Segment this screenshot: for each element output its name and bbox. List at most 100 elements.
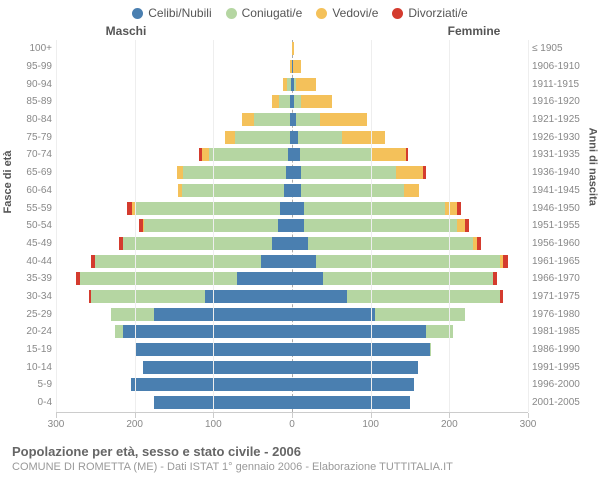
seg-widowed (396, 166, 424, 179)
seg-widowed (292, 42, 294, 55)
seg-single (292, 166, 301, 179)
seg-married (300, 148, 371, 161)
seg-single (292, 396, 410, 409)
birth-label: 1966-1970 (532, 273, 586, 284)
age-label: 50-54 (18, 220, 52, 231)
bar-female (292, 42, 294, 55)
bars (56, 325, 528, 338)
age-row: 90-941911-1915 (56, 75, 528, 93)
seg-single (284, 184, 292, 197)
bars (56, 290, 528, 303)
seg-single (292, 184, 301, 197)
birth-label: 1926-1930 (532, 132, 586, 143)
birth-label: 1991-1995 (532, 362, 586, 373)
grid-line (135, 40, 136, 412)
bar-female (292, 60, 301, 73)
seg-single (143, 361, 292, 374)
bar-female (292, 219, 469, 232)
seg-married (209, 148, 288, 161)
age-label: 100+ (18, 43, 52, 54)
seg-divorced (493, 272, 497, 285)
age-label: 45-49 (18, 238, 52, 249)
bars (56, 95, 528, 108)
seg-single (292, 148, 300, 161)
seg-single (261, 255, 292, 268)
age-label: 15-19 (18, 344, 52, 355)
age-row: 15-191986-1990 (56, 341, 528, 359)
seg-married (254, 113, 289, 126)
grid-line (528, 40, 529, 412)
age-row: 80-841921-1925 (56, 111, 528, 129)
seg-widowed (320, 113, 367, 126)
legend-swatch (392, 8, 403, 19)
x-tick-label: 200 (126, 419, 143, 430)
bar-female (292, 325, 453, 338)
bar-male (89, 290, 292, 303)
x-tick-label: 100 (205, 419, 222, 430)
x-tick-label: 100 (362, 419, 379, 430)
bars (56, 113, 528, 126)
x-tick-label: 300 (48, 419, 65, 430)
age-label: 0-4 (18, 397, 52, 408)
bars (56, 60, 528, 73)
age-label: 60-64 (18, 185, 52, 196)
seg-married (298, 131, 341, 144)
birth-label: ≤ 1905 (532, 43, 586, 54)
bar-male (154, 396, 292, 409)
seg-divorced (503, 255, 509, 268)
seg-widowed (301, 95, 332, 108)
seg-married (375, 308, 465, 321)
seg-married (144, 219, 278, 232)
seg-single (280, 202, 292, 215)
bar-female (292, 396, 410, 409)
seg-single (292, 272, 323, 285)
seg-married (235, 131, 290, 144)
age-row: 10-141991-1995 (56, 358, 528, 376)
age-row: 25-291976-1980 (56, 305, 528, 323)
bars (56, 361, 528, 374)
age-row: 55-591946-1950 (56, 199, 528, 217)
grid-line (213, 40, 214, 412)
birth-label: 1931-1935 (532, 149, 586, 160)
age-label: 35-39 (18, 273, 52, 284)
legend-item: Coniugati/e (226, 6, 303, 20)
legend-swatch (316, 8, 327, 19)
bars (56, 343, 528, 356)
age-label: 30-34 (18, 291, 52, 302)
birth-label: 1971-1975 (532, 291, 586, 302)
y-left-title: Fasce di età (2, 151, 14, 214)
grid-line (449, 40, 450, 412)
seg-single (292, 255, 316, 268)
x-tick (371, 413, 372, 418)
grid-line (56, 40, 57, 412)
birth-label: 1951-1955 (532, 220, 586, 231)
seg-married (95, 255, 260, 268)
label-males: Maschi (12, 24, 300, 38)
x-tick-label: 300 (520, 419, 537, 430)
bars (56, 78, 528, 91)
seg-married (323, 272, 492, 285)
legend-label: Vedovi/e (332, 6, 378, 20)
chart-subtitle: COMUNE DI ROMETTA (ME) - Dati ISTAT 1° g… (12, 461, 588, 473)
x-tick (292, 413, 293, 418)
birth-label: 1936-1940 (532, 167, 586, 178)
seg-widowed (296, 78, 316, 91)
bar-male (242, 113, 292, 126)
bar-female (292, 78, 316, 91)
age-label: 90-94 (18, 79, 52, 90)
seg-widowed (404, 184, 420, 197)
seg-single (131, 378, 292, 391)
bar-female (292, 290, 503, 303)
label-females: Femmine (300, 24, 588, 38)
seg-single (292, 308, 375, 321)
seg-married (301, 166, 395, 179)
seg-married (316, 255, 501, 268)
bar-female (292, 361, 418, 374)
age-row: 75-791926-1930 (56, 128, 528, 146)
seg-married (111, 308, 154, 321)
bars (56, 378, 528, 391)
bar-male (177, 166, 292, 179)
chart-title: Popolazione per età, sesso e stato civil… (12, 444, 588, 459)
seg-married (296, 113, 320, 126)
birth-label: 1961-1965 (532, 256, 586, 267)
